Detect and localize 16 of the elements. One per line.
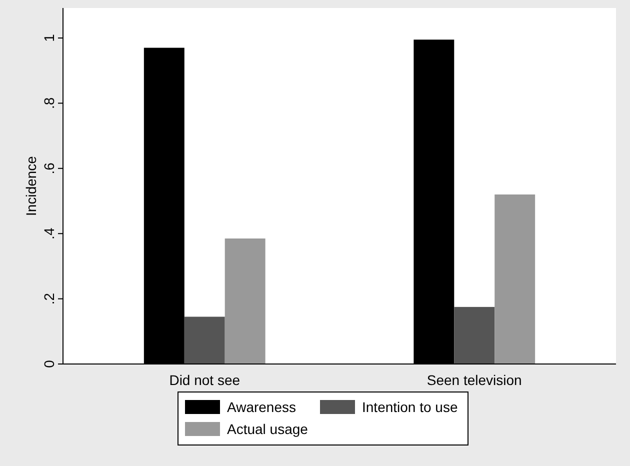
y-tick-label: 0 [41, 360, 57, 368]
legend-label: Actual usage [227, 421, 308, 437]
x-tick-label: Seen television [426, 372, 522, 388]
legend-label: Awareness [227, 399, 296, 415]
bar [224, 238, 266, 364]
y-tick-label: .4 [41, 228, 57, 240]
bar [184, 316, 225, 364]
y-tick-label: .2 [41, 292, 57, 305]
y-tick-label: .6 [41, 162, 57, 174]
legend-label: Intention to use [362, 399, 458, 415]
bar [454, 306, 495, 364]
y-axis-title: Incidence [23, 156, 39, 216]
y-tick-label: 1 [41, 34, 57, 42]
y-tick-label: .8 [41, 97, 57, 110]
x-tick-label: Did not see [169, 372, 240, 388]
bar [494, 194, 536, 364]
